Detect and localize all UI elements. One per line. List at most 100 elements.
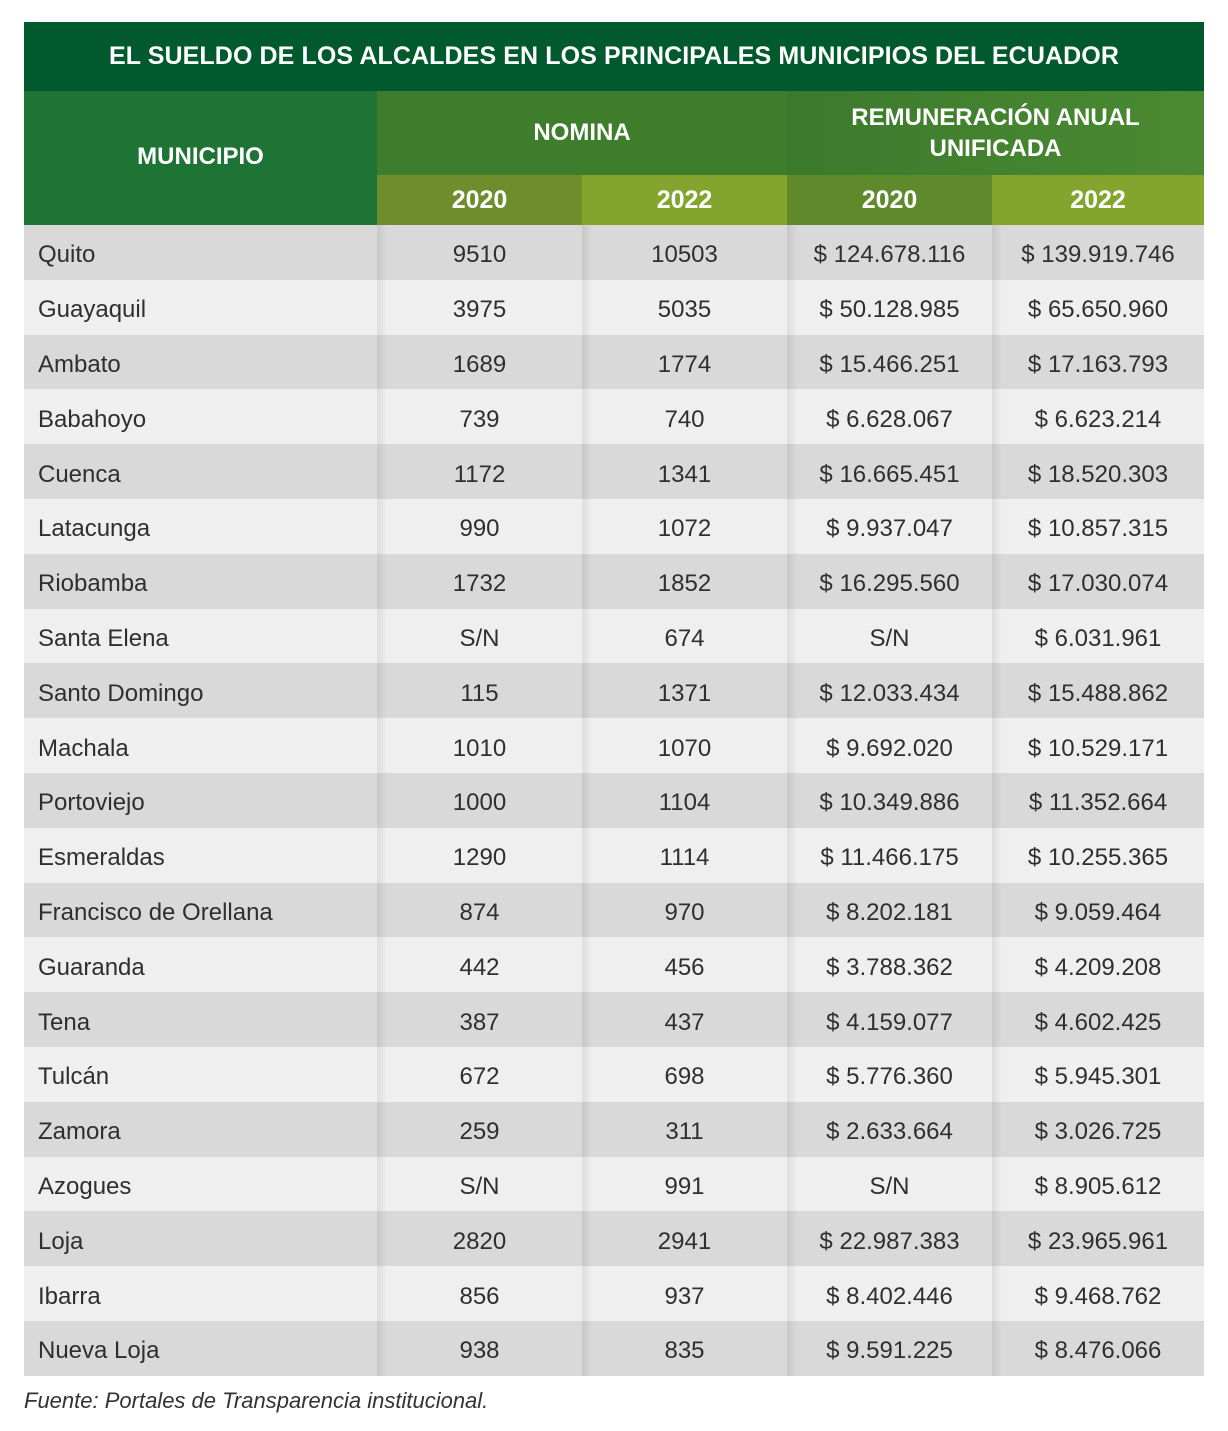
cell-nomina-2022: 937 <box>582 1266 787 1321</box>
cell-nomina-2022: 1072 <box>582 498 787 554</box>
cell-rem-2020: S/N <box>787 1156 992 1212</box>
cell-nomina-2020: 259 <box>377 1101 582 1157</box>
cell-rem-2020: $ 11.466.175 <box>787 827 992 883</box>
cell-nomina-2022: 1114 <box>582 827 787 883</box>
cell-municipio: Quito <box>38 241 96 269</box>
table-row: Tulcán 672 698 $ 5.776.360 $ 5.945.301 <box>24 1046 1204 1102</box>
cell-nomina-2022: 1070 <box>582 718 787 773</box>
cell-municipio: Esmeraldas <box>38 844 165 872</box>
cell-rem-2022: $ 65.650.960 <box>992 279 1204 335</box>
cell-nomina-2022: 991 <box>582 1156 787 1212</box>
cell-rem-2022: $ 10.857.315 <box>992 498 1204 554</box>
cell-nomina-2022: 10503 <box>582 225 787 280</box>
cell-nomina-2022: 1104 <box>582 772 787 828</box>
cell-municipio: Nueva Loja <box>38 1337 160 1365</box>
table-row: Santa Elena S/N 674 S/N $ 6.031.961 <box>24 608 1204 664</box>
header-remuneracion: REMUNERACIÓN ANUAL UNIFICADA <box>787 91 1204 175</box>
cell-nomina-2020: 3975 <box>377 279 582 335</box>
cell-rem-2020: $ 9.692.020 <box>787 718 992 773</box>
source-note: Fuente: Portales de Transparencia instit… <box>24 1388 489 1413</box>
cell-municipio: Santa Elena <box>38 624 169 652</box>
cell-rem-2022: $ 9.059.464 <box>992 882 1204 938</box>
cell-municipio: Tena <box>38 1008 91 1036</box>
cell-rem-2022: $ 4.602.425 <box>992 992 1204 1047</box>
table-row: Azogues S/N 991 S/N $ 8.905.612 <box>24 1156 1204 1212</box>
table-row: Nueva Loja 938 835 $ 9.591.225 $ 8.476.066 <box>24 1320 1204 1376</box>
cell-nomina-2020: 387 <box>377 992 582 1047</box>
cell-municipio: Azogues <box>38 1172 132 1200</box>
cell-nomina-2020: 938 <box>377 1320 582 1376</box>
cell-rem-2022: $ 11.352.664 <box>992 772 1204 828</box>
table-frame: EL SUELDO DE LOS ALCALDES EN LOS PRINCIP… <box>24 22 1204 1376</box>
table-row: Riobamba 1732 1852 $ 16.295.560 $ 17.030.074 <box>24 553 1204 609</box>
cell-nomina-2020: 856 <box>377 1266 582 1321</box>
table-body: Quito 9510 10503 $ 124.678.116 $ 139.919.746… <box>24 225 1204 1376</box>
cell-rem-2022: $ 6.031.961 <box>992 608 1204 664</box>
cell-rem-2020: S/N <box>787 608 992 664</box>
cell-rem-2020: $ 9.591.225 <box>787 1320 992 1376</box>
cell-rem-2020: $ 10.349.886 <box>787 772 992 828</box>
table-row: Guaranda 442 456 $ 3.788.362 $ 4.209.208 <box>24 937 1204 993</box>
cell-nomina-2020: 1010 <box>377 718 582 773</box>
cell-municipio: Portoviejo <box>38 789 145 817</box>
cell-rem-2022: $ 23.965.961 <box>992 1211 1204 1267</box>
cell-municipio: Zamora <box>38 1118 121 1146</box>
table-row: Babahoyo 739 740 $ 6.628.067 $ 6.623.214 <box>24 389 1204 445</box>
cell-nomina-2020: 739 <box>377 389 582 445</box>
cell-nomina-2020: S/N <box>377 608 582 664</box>
cell-rem-2020: $ 16.295.560 <box>787 553 992 609</box>
cell-nomina-2020: 1732 <box>377 553 582 609</box>
cell-municipio: Cuenca <box>38 460 121 488</box>
cell-nomina-2022: 740 <box>582 389 787 445</box>
cell-rem-2022: $ 17.163.793 <box>992 334 1204 390</box>
table-row: Santo Domingo 115 1371 $ 12.033.434 $ 15.488… <box>24 663 1204 719</box>
cell-nomina-2020: 442 <box>377 937 582 993</box>
cell-rem-2020: $ 16.665.451 <box>787 444 992 499</box>
cell-municipio: Santo Domingo <box>38 679 204 707</box>
cell-nomina-2020: 2820 <box>377 1211 582 1267</box>
table-row: Machala 1010 1070 $ 9.692.020 $ 10.529.171 <box>24 718 1204 773</box>
cell-nomina-2020: 990 <box>377 498 582 554</box>
cell-nomina-2022: 1774 <box>582 334 787 390</box>
cell-rem-2022: $ 18.520.303 <box>992 444 1204 499</box>
cell-rem-2022: $ 9.468.762 <box>992 1266 1204 1321</box>
table-row: Zamora 259 311 $ 2.633.664 $ 3.026.725 <box>24 1101 1204 1157</box>
cell-municipio: Riobamba <box>38 570 148 598</box>
cell-municipio: Ambato <box>38 350 121 378</box>
cell-rem-2022: $ 17.030.074 <box>992 553 1204 609</box>
table-row: Portoviejo 1000 1104 $ 10.349.886 $ 11.352.6… <box>24 772 1204 828</box>
cell-nomina-2020: 1689 <box>377 334 582 390</box>
cell-rem-2020: $ 6.628.067 <box>787 389 992 445</box>
table-row: Cuenca 1172 1341 $ 16.665.451 $ 18.520.303 <box>24 444 1204 499</box>
cell-rem-2020: $ 22.987.383 <box>787 1211 992 1267</box>
header-rem-2022: 2022 <box>992 175 1204 225</box>
cell-rem-2022: $ 6.623.214 <box>992 389 1204 445</box>
table-row: Ambato 1689 1774 $ 15.466.251 $ 17.163.793 <box>24 334 1204 390</box>
cell-nomina-2022: 698 <box>582 1046 787 1102</box>
cell-rem-2020: $ 5.776.360 <box>787 1046 992 1102</box>
table-row: Loja 2820 2941 $ 22.987.383 $ 23.965.961 <box>24 1211 1204 1267</box>
cell-rem-2022: $ 3.026.725 <box>992 1101 1204 1157</box>
table-row: Quito 9510 10503 $ 124.678.116 $ 139.919.746 <box>24 225 1204 280</box>
cell-nomina-2020: 9510 <box>377 225 582 280</box>
cell-nomina-2022: 970 <box>582 882 787 938</box>
cell-nomina-2022: 311 <box>582 1101 787 1157</box>
cell-rem-2020: $ 2.633.664 <box>787 1101 992 1157</box>
cell-rem-2022: $ 10.255.365 <box>992 827 1204 883</box>
cell-nomina-2020: 115 <box>377 663 582 719</box>
cell-rem-2022: $ 8.476.066 <box>992 1320 1204 1376</box>
cell-nomina-2020: 1172 <box>377 444 582 499</box>
cell-nomina-2020: 672 <box>377 1046 582 1102</box>
cell-nomina-2022: 835 <box>582 1320 787 1376</box>
cell-municipio: Babahoyo <box>38 405 147 433</box>
table-row: Ibarra 856 937 $ 8.402.446 $ 9.468.762 <box>24 1266 1204 1321</box>
cell-rem-2020: $ 15.466.251 <box>787 334 992 390</box>
cell-nomina-2022: 2941 <box>582 1211 787 1267</box>
table-row: Tena 387 437 $ 4.159.077 $ 4.602.425 <box>24 992 1204 1047</box>
cell-rem-2020: $ 50.128.985 <box>787 279 992 335</box>
cell-nomina-2020: 874 <box>377 882 582 938</box>
cell-rem-2022: $ 15.488.862 <box>992 663 1204 719</box>
cell-nomina-2022: 674 <box>582 608 787 664</box>
header-nomina: NOMINA <box>377 91 787 175</box>
cell-rem-2020: $ 12.033.434 <box>787 663 992 719</box>
